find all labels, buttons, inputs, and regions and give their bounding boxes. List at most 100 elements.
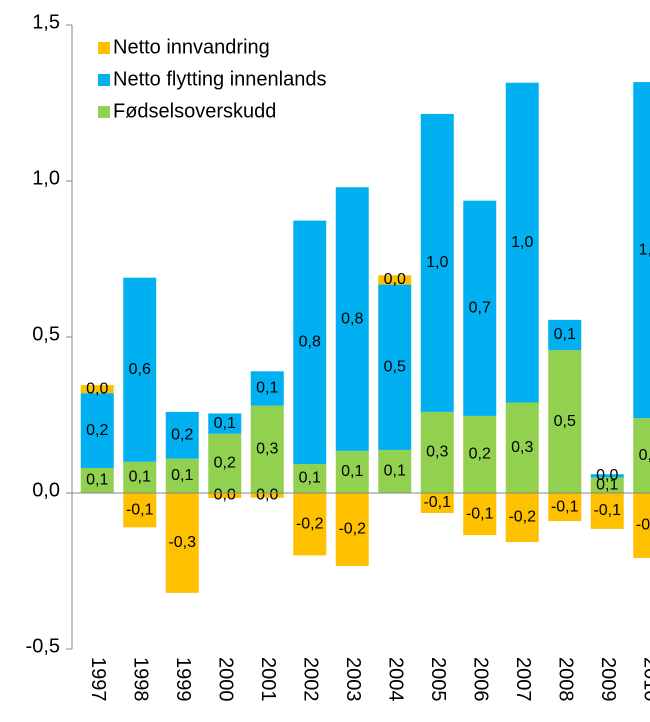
legend-swatch	[98, 106, 110, 118]
value-label: 0,8	[341, 310, 363, 327]
y-tick-label: 0,5	[32, 323, 60, 345]
bar-segment	[420, 493, 454, 513]
bar-segment	[378, 275, 412, 285]
value-label: -0,2	[636, 517, 650, 534]
bar-segment	[250, 493, 284, 498]
bar-segment	[335, 187, 369, 451]
value-label: 0,1	[384, 463, 406, 480]
value-label: -0,1	[551, 498, 579, 515]
value-label: 0,1	[256, 380, 278, 397]
bar-segment	[165, 493, 199, 593]
y-tick-label: 1,5	[32, 11, 60, 33]
value-label: 0,7	[469, 300, 491, 317]
bar-segment	[165, 411, 199, 459]
value-label: 0,1	[171, 467, 193, 484]
value-label: 1,0	[511, 234, 533, 251]
bar-segment	[123, 461, 157, 493]
value-label: -0,2	[508, 509, 536, 526]
y-tick-label: 1,0	[32, 167, 60, 189]
bar-segment	[80, 385, 114, 394]
x-tick-label: 1998	[129, 657, 151, 702]
bar-segment	[463, 493, 497, 536]
value-label: -0,2	[296, 515, 324, 532]
x-tick-label: 2002	[299, 657, 321, 702]
bar-segment	[80, 468, 114, 493]
x-tick-label: 2007	[512, 657, 534, 702]
x-tick-label: 2010	[639, 657, 650, 702]
bar-segment	[420, 113, 454, 412]
value-label: 0,3	[256, 441, 278, 458]
value-label: -0,2	[338, 521, 366, 538]
bar-segment	[335, 450, 369, 493]
legend-label: Fødselsoverskudd	[113, 100, 276, 122]
bar-segment	[463, 200, 497, 416]
legend-label: Netto flytting innenlands	[113, 68, 326, 90]
bar-segment	[165, 458, 199, 493]
value-label: -0,1	[126, 501, 154, 518]
value-label: 0,5	[384, 358, 406, 375]
value-label: 0,1	[341, 463, 363, 480]
bar-segment	[293, 220, 327, 464]
bar-segment	[505, 493, 539, 542]
value-label: 0,0	[214, 487, 236, 504]
legend-swatch	[98, 74, 110, 86]
value-label: 0,0	[384, 271, 406, 288]
bar-segment	[633, 82, 650, 419]
x-tick-label: 2008	[554, 657, 576, 702]
value-label: 1,0	[426, 254, 448, 271]
bar-segment	[208, 413, 242, 434]
bar-segment	[548, 350, 582, 493]
bar-segment	[208, 493, 242, 498]
x-tick-label: 2000	[214, 657, 236, 702]
bar-segment	[123, 277, 157, 462]
bar-segment	[548, 493, 582, 522]
value-label: -0,1	[423, 494, 451, 511]
value-label: 0,3	[511, 439, 533, 456]
y-tick-label: -0,5	[26, 635, 60, 657]
value-label: 0,2	[86, 422, 108, 439]
x-tick-label: 1999	[172, 657, 194, 702]
x-tick-label: 2009	[597, 657, 619, 702]
value-label: 0,2	[639, 447, 650, 464]
bar-segment	[123, 493, 157, 528]
bar-segment	[463, 415, 497, 493]
bar-segment	[80, 393, 114, 469]
value-label: 0,1	[86, 472, 108, 489]
value-label: 0,6	[129, 361, 151, 378]
x-tick-label: 2006	[469, 657, 491, 702]
bar-segment	[293, 463, 327, 493]
value-label: 0,2	[469, 446, 491, 463]
bar-segment	[293, 493, 327, 556]
value-label: 0,1	[129, 469, 151, 486]
x-tick-label: 2001	[257, 657, 279, 702]
x-tick-label: 2004	[384, 657, 406, 702]
value-label: 0,2	[171, 426, 193, 443]
bar-segment	[590, 493, 624, 529]
bar-segment	[505, 82, 539, 403]
bar-segment	[250, 405, 284, 493]
x-tick-label: 1997	[87, 657, 109, 702]
value-label: 1,1	[639, 241, 650, 258]
value-label: -0,3	[168, 534, 196, 551]
bar-segment	[505, 402, 539, 493]
value-label: 0,2	[214, 455, 236, 472]
bar-segment	[420, 411, 454, 493]
bar-segment	[590, 474, 624, 478]
bar-segment	[633, 493, 650, 558]
value-label: 0,1	[214, 415, 236, 432]
bar-segment	[378, 449, 412, 493]
value-label: -0,1	[593, 502, 621, 519]
value-label: 0,5	[554, 413, 576, 430]
value-label: 0,1	[554, 326, 576, 343]
bar-segment	[250, 371, 284, 406]
value-label: 0,3	[426, 444, 448, 461]
value-label: 0,0	[256, 487, 278, 504]
bar-segment	[208, 433, 242, 493]
bar-segment	[335, 493, 369, 567]
legend-label: Netto innvandring	[113, 36, 270, 58]
value-label: 0,0	[596, 467, 618, 484]
bar-segment	[633, 418, 650, 493]
bar-segment	[590, 477, 624, 493]
